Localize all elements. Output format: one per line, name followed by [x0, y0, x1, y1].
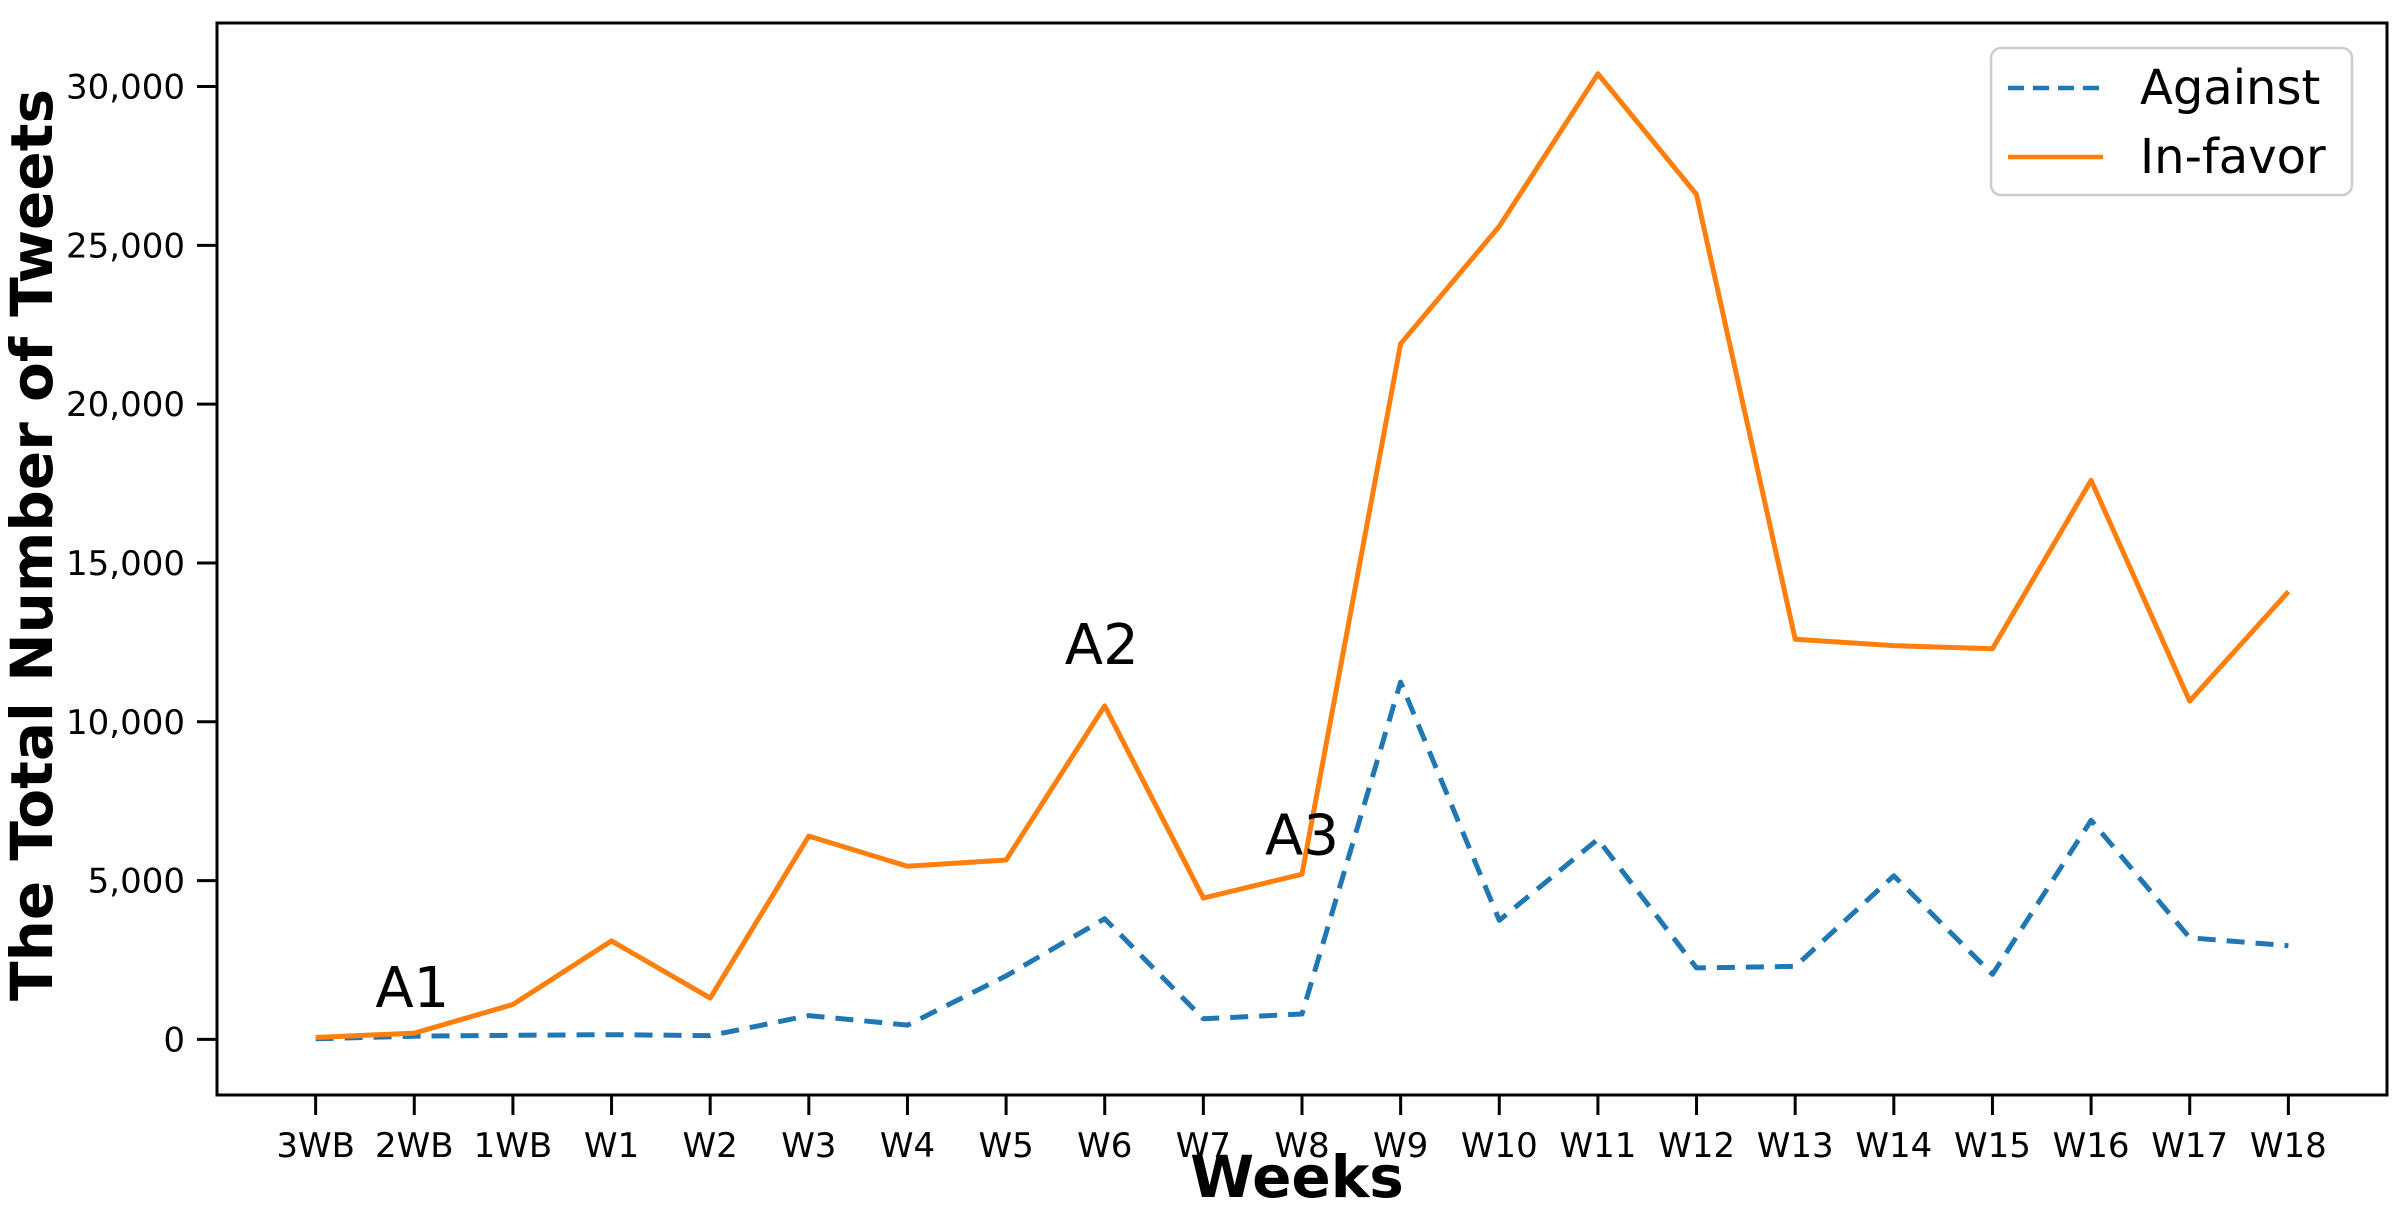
x-tick-label: W14 — [1855, 1126, 1932, 1166]
y-tick-label: 0 — [163, 1020, 185, 1060]
x-tick-label: W13 — [1757, 1126, 1834, 1166]
x-tick-label: W1 — [584, 1126, 639, 1166]
legend-label-in-favor: In-favor — [2140, 129, 2326, 185]
annotation-a3: A3 — [1265, 804, 1339, 869]
x-tick-label: W7 — [1176, 1126, 1231, 1166]
x-tick-label: W17 — [2151, 1126, 2228, 1166]
series-line-against — [315, 679, 2289, 1042]
annotation-a1: A1 — [375, 956, 449, 1021]
data-series — [315, 71, 2291, 1042]
y-tick-label: 15,000 — [66, 544, 185, 584]
annotations: A1 A2 A3 — [375, 613, 1339, 1021]
x-tick-label: 3WB — [276, 1126, 355, 1166]
y-axis-label: The Total Number of Tweets — [0, 89, 66, 1001]
legend: Against In-favor — [1989, 46, 2354, 197]
x-axis-ticks: 3WB 2WB 1WB W1 W2 W3 W4 W5 W6 W7 W8 W9 W10 W11 W12 W13 W… — [276, 1095, 2327, 1166]
x-tick-label: W16 — [2053, 1126, 2130, 1166]
x-tick-label: W6 — [1077, 1126, 1132, 1166]
x-tick-label: W2 — [683, 1126, 738, 1166]
series-line-in-favor — [315, 71, 2291, 1040]
x-tick-label: W15 — [1954, 1126, 2031, 1166]
y-tick-label: 25,000 — [66, 226, 185, 266]
x-tick-label: W12 — [1658, 1126, 1735, 1166]
x-tick-label: W18 — [2250, 1126, 2327, 1166]
x-tick-label: 1WB — [474, 1126, 553, 1166]
x-tick-label: W8 — [1274, 1126, 1329, 1166]
x-axis-label: Weeks — [1190, 1143, 1404, 1211]
x-tick-label: 2WB — [375, 1126, 454, 1166]
x-tick-label: W3 — [781, 1126, 836, 1166]
annotation-a2: A2 — [1065, 613, 1139, 678]
y-tick-label: 5,000 — [88, 862, 185, 902]
legend-label-against: Against — [2140, 60, 2320, 116]
y-tick-label: 10,000 — [66, 703, 185, 743]
x-tick-label: W11 — [1559, 1126, 1636, 1166]
y-tick-label: 30,000 — [66, 68, 185, 108]
x-tick-label: W10 — [1461, 1126, 1538, 1166]
x-tick-label: W5 — [978, 1126, 1033, 1166]
y-tick-label: 20,000 — [66, 385, 185, 425]
x-tick-label: W9 — [1373, 1126, 1428, 1166]
y-axis-ticks: 0 5,000 10,000 15,000 20,000 25,000 30,000 — [66, 68, 217, 1060]
x-tick-label: W4 — [880, 1126, 935, 1166]
